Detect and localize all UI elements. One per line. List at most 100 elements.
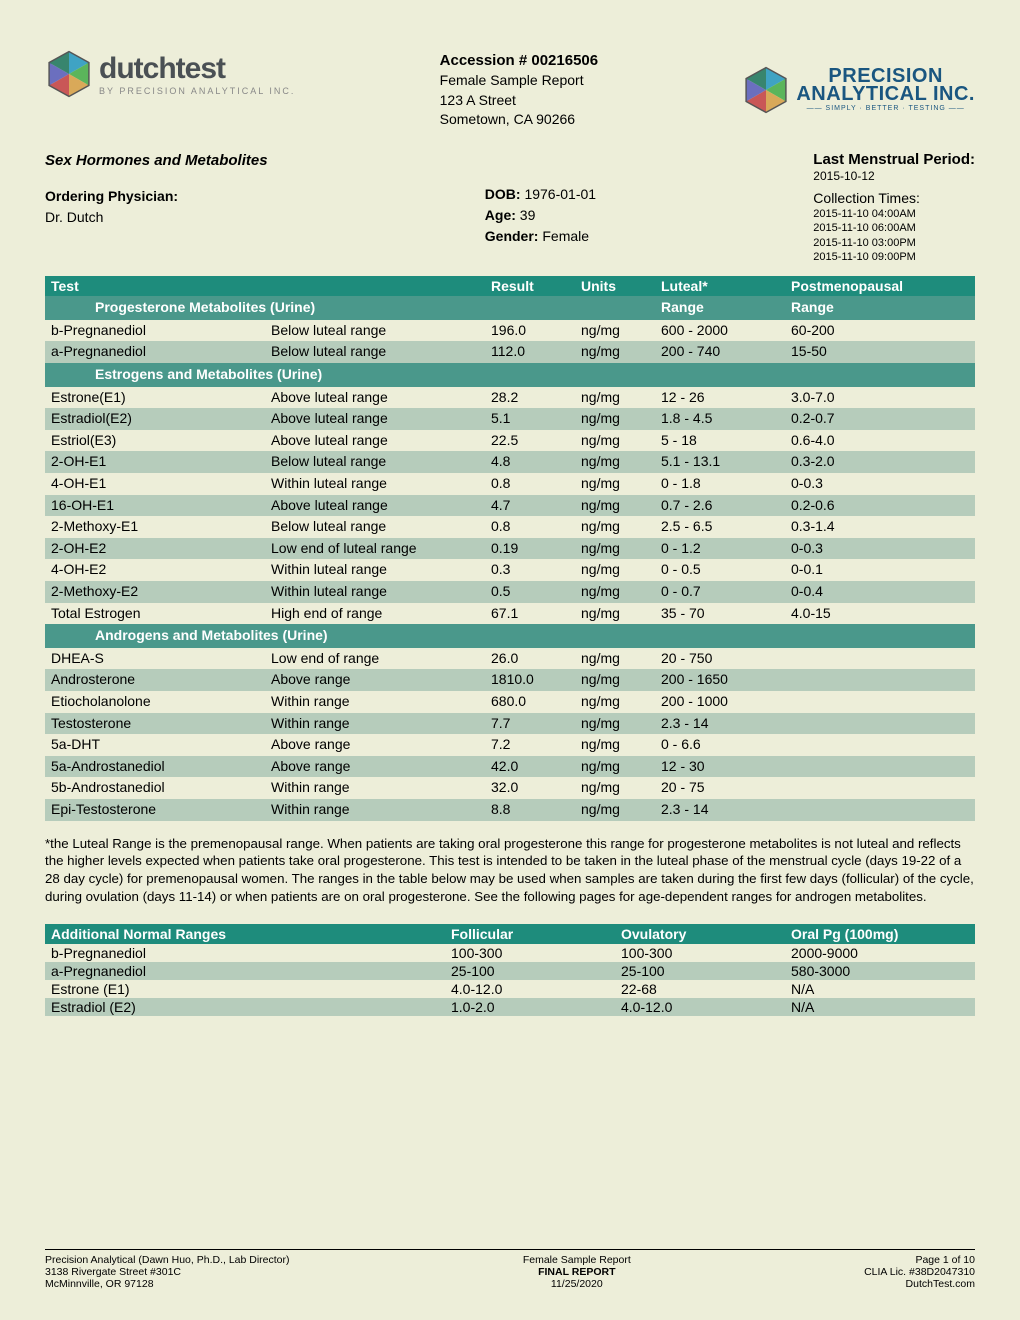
cell-status: Within luteal range bbox=[265, 581, 485, 603]
cell-result: 4.7 bbox=[485, 495, 575, 517]
table-row: 2-OH-E2Low end of luteal range0.19ng/mg0… bbox=[45, 538, 975, 560]
table-row: 2-Methoxy-E2Within luteal range0.5ng/mg0… bbox=[45, 581, 975, 603]
table-row: AndrosteroneAbove range1810.0ng/mg200 - … bbox=[45, 669, 975, 691]
cell-r1: 600 - 2000 bbox=[655, 320, 785, 342]
hexagon-icon bbox=[742, 66, 790, 114]
cell-status: Above luteal range bbox=[265, 430, 485, 452]
table-row: 5a-DHTAbove range7.2ng/mg0 - 6.6 bbox=[45, 734, 975, 756]
lmp-date: 2015-10-12 bbox=[813, 169, 975, 185]
cell-result: 196.0 bbox=[485, 320, 575, 342]
cell-result: 7.2 bbox=[485, 734, 575, 756]
cell-status: Above range bbox=[265, 756, 485, 778]
physician-label: Ordering Physician: bbox=[45, 188, 178, 204]
cell-r1: 0.7 - 2.6 bbox=[655, 495, 785, 517]
collection-time: 2015-11-10 04:00AM bbox=[813, 207, 975, 221]
cell-result: 32.0 bbox=[485, 777, 575, 799]
cell-status: Above luteal range bbox=[265, 495, 485, 517]
section-title-cell: Estrogens and Metabolites (Urine) bbox=[45, 363, 655, 387]
cell-ovu: 4.0-12.0 bbox=[615, 998, 785, 1016]
cell-status: Low end of range bbox=[265, 648, 485, 670]
ath-3: Ovulatory bbox=[615, 924, 785, 944]
cell-units: ng/mg bbox=[575, 691, 655, 713]
header: dutchtest BY PRECISION ANALYTICAL INC. A… bbox=[45, 50, 975, 130]
section-sub1 bbox=[655, 624, 785, 648]
table-row: 2-OH-E1Below luteal range4.8ng/mg5.1 - 1… bbox=[45, 451, 975, 473]
table-row: 5a-AndrostanediolAbove range42.0ng/mg12 … bbox=[45, 756, 975, 778]
cell-status: Above luteal range bbox=[265, 387, 485, 409]
table-row: TestosteroneWithin range7.7ng/mg2.3 - 14 bbox=[45, 713, 975, 735]
section-header: Estrogens and Metabolites (Urine) bbox=[45, 363, 975, 387]
cell-units: ng/mg bbox=[575, 713, 655, 735]
physician-name: Dr. Dutch bbox=[45, 207, 268, 228]
th-test: Test bbox=[45, 276, 265, 296]
cell-test: a-Pregnanediol bbox=[45, 341, 265, 363]
logo-text: dutchtest bbox=[99, 52, 295, 86]
cell-r2: 0.2-0.7 bbox=[785, 408, 975, 430]
cell-foll: 25-100 bbox=[445, 962, 615, 980]
table-row: Epi-TestosteroneWithin range8.8ng/mg2.3 … bbox=[45, 799, 975, 821]
cell-oral: 580-3000 bbox=[785, 962, 975, 980]
cell-test: 2-Methoxy-E1 bbox=[45, 516, 265, 538]
table-row: 2-Methoxy-E1Below luteal range0.8ng/mg2.… bbox=[45, 516, 975, 538]
cell-test: DHEA-S bbox=[45, 648, 265, 670]
lmp-label: Last Menstrual Period: bbox=[813, 150, 975, 170]
cell-test: Estrone(E1) bbox=[45, 387, 265, 409]
results-table: Test Result Units Luteal* Postmenopausal… bbox=[45, 276, 975, 820]
cell-r2 bbox=[785, 734, 975, 756]
cell-status: Above range bbox=[265, 734, 485, 756]
cell-status: Above range bbox=[265, 669, 485, 691]
cell-name: Estradiol (E2) bbox=[45, 998, 445, 1016]
cell-r1: 1.8 - 4.5 bbox=[655, 408, 785, 430]
section-sub1: Range bbox=[655, 296, 785, 320]
table-row: Estriol(E3)Above luteal range22.5ng/mg5 … bbox=[45, 430, 975, 452]
age-value: 39 bbox=[520, 207, 536, 223]
section-sub2 bbox=[785, 363, 975, 387]
table-row: b-Pregnanediol100-300100-3002000-9000 bbox=[45, 944, 975, 962]
cell-r2: 3.0-7.0 bbox=[785, 387, 975, 409]
additional-ranges-table: Additional Normal Ranges Follicular Ovul… bbox=[45, 924, 975, 1016]
cell-result: 67.1 bbox=[485, 603, 575, 625]
table-row: 4-OH-E2Within luteal range0.3ng/mg0 - 0.… bbox=[45, 559, 975, 581]
cell-name: b-Pregnanediol bbox=[45, 944, 445, 962]
cell-r2: 0.3-1.4 bbox=[785, 516, 975, 538]
cell-result: 0.19 bbox=[485, 538, 575, 560]
cell-units: ng/mg bbox=[575, 734, 655, 756]
cell-units: ng/mg bbox=[575, 648, 655, 670]
cell-r2: 0-0.4 bbox=[785, 581, 975, 603]
cell-units: ng/mg bbox=[575, 777, 655, 799]
cell-r2 bbox=[785, 713, 975, 735]
cell-r1: 200 - 740 bbox=[655, 341, 785, 363]
section-header: Androgens and Metabolites (Urine) bbox=[45, 624, 975, 648]
cell-test: 2-OH-E1 bbox=[45, 451, 265, 473]
cell-r1: 5 - 18 bbox=[655, 430, 785, 452]
cell-foll: 1.0-2.0 bbox=[445, 998, 615, 1016]
cell-name: a-Pregnanediol bbox=[45, 962, 445, 980]
cell-r1: 0 - 0.5 bbox=[655, 559, 785, 581]
address-2: Sometown, CA 90266 bbox=[440, 110, 598, 130]
th-range1: Luteal* bbox=[655, 276, 785, 296]
table-row: Estrone(E1)Above luteal range28.2ng/mg12… bbox=[45, 387, 975, 409]
table-row: Estradiol(E2)Above luteal range5.1ng/mg1… bbox=[45, 408, 975, 430]
cell-test: Androsterone bbox=[45, 669, 265, 691]
cell-units: ng/mg bbox=[575, 408, 655, 430]
precision-text-2: ANALYTICAL INC. bbox=[796, 85, 975, 103]
cell-result: 680.0 bbox=[485, 691, 575, 713]
cell-test: 2-Methoxy-E2 bbox=[45, 581, 265, 603]
table-row: a-Pregnanediol25-10025-100580-3000 bbox=[45, 962, 975, 980]
cell-r1: 0 - 1.8 bbox=[655, 473, 785, 495]
cell-result: 8.8 bbox=[485, 799, 575, 821]
cell-status: High end of range bbox=[265, 603, 485, 625]
cell-units: ng/mg bbox=[575, 581, 655, 603]
cell-r2: 0-0.3 bbox=[785, 473, 975, 495]
cell-result: 4.8 bbox=[485, 451, 575, 473]
cell-units: ng/mg bbox=[575, 799, 655, 821]
cell-units: ng/mg bbox=[575, 341, 655, 363]
cell-status: Below luteal range bbox=[265, 320, 485, 342]
table-row: 16-OH-E1Above luteal range4.7ng/mg0.7 - … bbox=[45, 495, 975, 517]
cell-test: 4-OH-E1 bbox=[45, 473, 265, 495]
cell-test: Epi-Testosterone bbox=[45, 799, 265, 821]
cell-r1: 200 - 1000 bbox=[655, 691, 785, 713]
dutchtest-logo: dutchtest BY PRECISION ANALYTICAL INC. bbox=[45, 50, 295, 98]
cell-status: Within range bbox=[265, 713, 485, 735]
table-row: DHEA-SLow end of range26.0ng/mg20 - 750 bbox=[45, 648, 975, 670]
